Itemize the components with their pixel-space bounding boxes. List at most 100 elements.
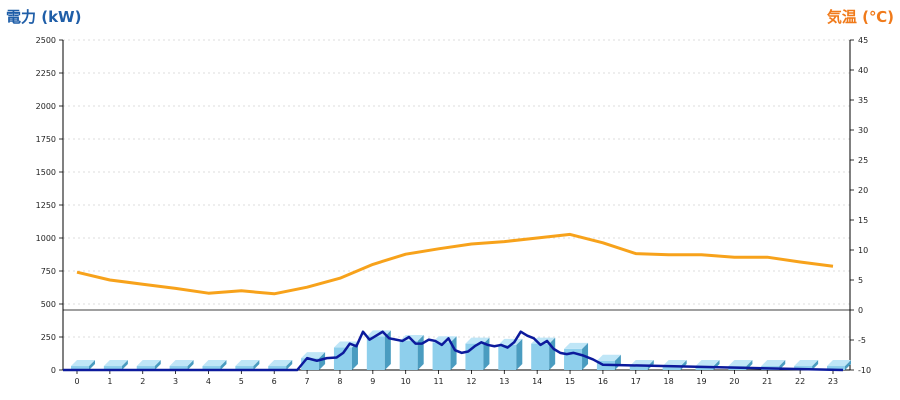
x-tick-label: 6	[272, 377, 277, 386]
right-tick-label: 35	[858, 96, 868, 105]
x-tick-label: 9	[370, 377, 375, 386]
power-bar-side	[845, 360, 851, 370]
power-bar	[629, 366, 648, 370]
power-bar-top	[136, 360, 161, 367]
left-tick-label: 750	[41, 267, 56, 276]
x-tick-label: 15	[565, 377, 575, 386]
power-bar-top	[761, 360, 786, 367]
left-axis-title: 電力 (kW)	[6, 8, 82, 26]
power-bar-top	[169, 360, 194, 367]
power-bar-side	[812, 360, 819, 370]
power-bar-side	[154, 360, 161, 370]
x-tick-label: 10	[401, 377, 411, 386]
x-tick-label: 16	[598, 377, 608, 386]
power-bar-top	[202, 360, 227, 367]
x-tick-label: 22	[795, 377, 805, 386]
power-bar-side	[351, 341, 358, 370]
power-bar-side	[516, 338, 523, 370]
power-line	[63, 330, 844, 372]
power-bar-side	[220, 360, 227, 370]
power-bar-top	[235, 360, 260, 367]
temperature-line	[76, 232, 834, 296]
x-tick-label: 3	[173, 377, 178, 386]
x-tick-label: 7	[305, 377, 310, 386]
right-tick-label: 5	[858, 276, 863, 285]
power-bar	[268, 366, 287, 370]
left-tick-label: 1750	[36, 135, 56, 144]
power-bar-top	[827, 360, 851, 367]
x-tick-label: 0	[74, 377, 79, 386]
x-tick-label: 2	[140, 377, 145, 386]
power-bar-top	[564, 342, 589, 349]
right-tick-label: 0	[858, 306, 863, 315]
power-bar-top	[71, 360, 95, 367]
power-bar	[169, 366, 188, 370]
x-tick-label: 8	[337, 377, 342, 386]
left-tick-label: 2000	[36, 102, 56, 111]
power-bar	[71, 366, 89, 370]
power-bar-side	[319, 352, 326, 370]
left-tick-label: 250	[41, 333, 56, 342]
power-bar-side	[253, 360, 260, 370]
x-tick-label: 23	[828, 377, 838, 386]
left-tick-label: 2250	[36, 69, 56, 78]
power-bar	[399, 340, 418, 370]
power-bar-side	[384, 330, 391, 370]
power-bar	[366, 336, 385, 370]
power-bar	[662, 366, 681, 370]
x-tick-label: 21	[762, 377, 772, 386]
x-tick-label: 19	[696, 377, 706, 386]
power-bar-top	[333, 341, 358, 348]
right-tick-label: 30	[858, 126, 868, 135]
power-bar-side	[121, 360, 128, 370]
power-bar-top	[301, 352, 326, 359]
left-tick-label: 500	[41, 300, 56, 309]
power-bar	[827, 366, 845, 370]
power-bar-top	[596, 354, 621, 361]
power-bar-top	[728, 360, 753, 367]
power-bar	[235, 366, 254, 370]
left-tick-label: 1500	[36, 168, 56, 177]
power-bar-side	[187, 360, 194, 370]
power-bar-top	[695, 360, 720, 367]
power-bar	[333, 347, 352, 370]
power-bar	[103, 366, 122, 370]
right-tick-label: 10	[858, 246, 868, 255]
left-tick-label: 1250	[36, 201, 56, 210]
power-bar-top	[794, 360, 819, 367]
left-tick-label: 0	[51, 366, 56, 375]
right-tick-label: 20	[858, 186, 868, 195]
power-bar	[136, 366, 155, 370]
x-tick-label: 17	[631, 377, 641, 386]
right-tick-label: 15	[858, 216, 868, 225]
right-tick-label: -10	[858, 366, 871, 375]
x-tick-label: 20	[729, 377, 739, 386]
power-bar-side	[417, 334, 424, 370]
power-bar-side	[286, 360, 293, 370]
right-tick-label: 45	[858, 36, 868, 45]
left-tick-label: 2500	[36, 36, 56, 45]
power-bar	[531, 343, 550, 370]
x-tick-label: 12	[466, 377, 476, 386]
x-tick-label: 14	[532, 377, 542, 386]
right-axis-title: 気温 (℃)	[826, 8, 894, 26]
x-tick-label: 11	[433, 377, 443, 386]
power-bar-side	[89, 360, 95, 370]
power-bar	[498, 344, 517, 370]
power-bar-top	[662, 360, 687, 367]
x-tick-label: 1	[107, 377, 112, 386]
power-bar-top	[268, 360, 293, 367]
left-tick-label: 1000	[36, 234, 56, 243]
x-tick-label: 13	[499, 377, 509, 386]
x-tick-label: 18	[664, 377, 674, 386]
power-bar	[301, 358, 320, 370]
power-bar-top	[103, 360, 128, 367]
right-tick-label: 25	[858, 156, 868, 165]
x-tick-label: 5	[239, 377, 244, 386]
power-bar	[432, 342, 451, 370]
power-bar	[202, 366, 221, 370]
right-tick-label: 40	[858, 66, 868, 75]
right-tick-label: -5	[858, 336, 866, 345]
x-tick-label: 4	[206, 377, 211, 386]
